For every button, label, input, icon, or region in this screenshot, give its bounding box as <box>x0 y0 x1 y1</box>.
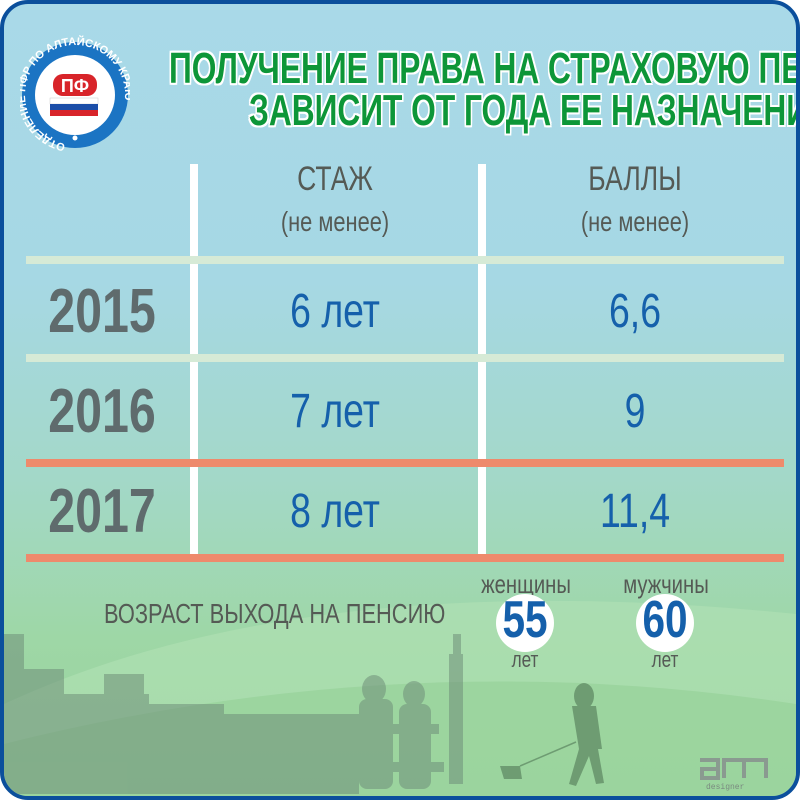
women-age-unit: лет <box>511 647 539 672</box>
designer-signature: designer <box>696 756 771 792</box>
row-divider <box>26 354 784 362</box>
row-bally-2017: 11,4 <box>599 485 671 538</box>
title-line-1: ПОЛУЧЕНИЕ ПРАВА НА СТРАХОВУЮ ПЕНСИЮ <box>169 44 796 93</box>
designer-caption: designer <box>706 783 745 792</box>
column-subheader-bally: (не менее) <box>580 206 690 237</box>
women-age: 55 <box>502 591 548 649</box>
row-year-2015: 2015 <box>48 277 156 346</box>
title-line-2: ЗАВИСИТ ОТ ГОДА ЕЕ НАЗНАЧЕНИЯ <box>249 86 800 135</box>
row-year-2016: 2016 <box>48 377 156 446</box>
row-divider <box>26 554 784 562</box>
background-silhouettes <box>4 600 796 796</box>
men-age: 60 <box>642 591 688 649</box>
row-bally-2016: 9 <box>624 385 646 438</box>
retirement-age-label: ВОЗРАСТ ВЫХОДА НА ПЕНСИЮ <box>104 598 446 629</box>
row-year-2017: 2017 <box>48 477 156 546</box>
row-divider <box>26 256 784 264</box>
women-age-circle <box>496 594 554 652</box>
men-age-unit: лет <box>651 647 679 672</box>
column-header-stazh: СТАЖ <box>297 160 373 198</box>
svg-text:ПФ: ПФ <box>61 76 89 96</box>
row-stazh-2017: 8 лет <box>290 485 380 538</box>
designer-logo <box>700 758 768 780</box>
row-divider <box>26 459 784 467</box>
pfr-logo: ОТДЕЛЕНИЕ ПФР ПО АЛТАЙСКОМУ КРАЮ ПФ <box>20 35 130 153</box>
men-age-circle <box>636 594 694 652</box>
row-stazh-2016: 7 лет <box>290 385 380 438</box>
row-bally-2015: 6,6 <box>608 285 662 338</box>
column-header-bally: БАЛЛЫ <box>588 160 682 198</box>
column-divider <box>478 164 486 561</box>
column-subheader-stazh: (не менее) <box>280 206 390 237</box>
row-stazh-2015: 6 лет <box>290 285 380 338</box>
column-divider <box>190 164 198 561</box>
